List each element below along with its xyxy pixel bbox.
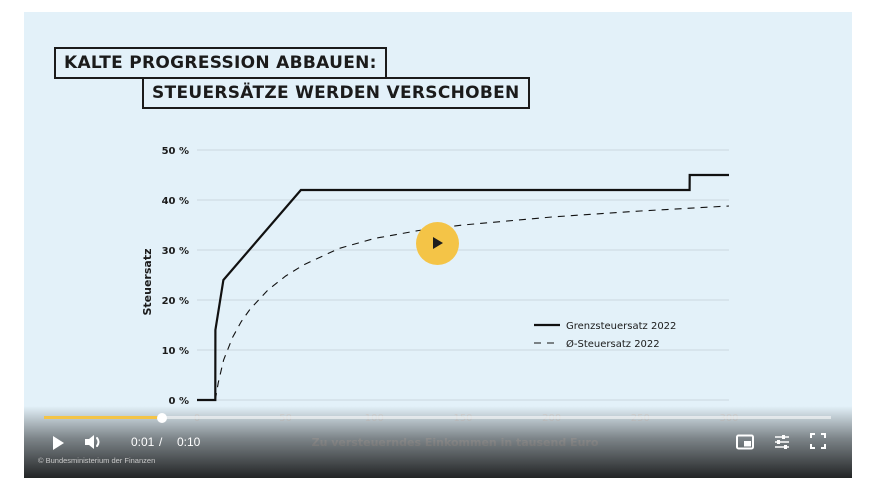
picture-in-picture-icon	[736, 434, 754, 450]
progress-bar[interactable]	[44, 412, 831, 423]
copyright-notice: © Bundesministerium der Finanzen	[38, 456, 156, 465]
legend-label: Grenzsteuersatz 2022	[566, 321, 676, 332]
average-tax-line	[214, 205, 730, 401]
y-tick-label: 30 %	[162, 246, 189, 257]
play-overlay-button[interactable]	[416, 222, 459, 265]
settings-sliders-icon	[775, 435, 789, 449]
chart-grid	[197, 149, 729, 401]
total-time: 0:10	[177, 435, 201, 449]
legend-label: Ø-Steuersatz 2022	[566, 338, 660, 350]
y-axis-label: Steuersatz	[141, 249, 154, 316]
y-tick-label: 10 %	[162, 346, 189, 357]
fullscreen-icon	[810, 433, 826, 449]
current-time: 0:01	[131, 435, 155, 449]
volume-icon	[85, 435, 100, 449]
video-player[interactable]: 0 %10 %20 %30 %40 %50 % 0501001502002503…	[24, 12, 852, 478]
y-tick-label: 50 %	[162, 146, 189, 157]
play-button[interactable]	[50, 435, 66, 451]
play-overlay-icon	[433, 237, 443, 249]
y-tick-label: 20 %	[162, 296, 189, 307]
volume-button[interactable]	[84, 433, 106, 451]
progress-fill	[44, 416, 163, 419]
y-tick-label: 0 %	[169, 396, 189, 407]
progress-handle[interactable]	[157, 412, 168, 423]
chart-series	[197, 173, 730, 402]
marginal-tax-line	[197, 173, 729, 402]
x-axis-label: Zu versteuerndes Einkommen in tausend Eu…	[312, 436, 599, 449]
y-tick-labels: 0 % 10 % 20 % 30 % 40 % 50 %	[162, 146, 189, 407]
fullscreen-button[interactable]	[810, 433, 826, 449]
y-tick-label: 40 %	[162, 196, 189, 207]
video-title-line-2: STEUERSÄTZE WERDEN VERSCHOBEN	[142, 77, 530, 109]
chart-legend: Grenzsteuersatz 2022 Ø-Steuersatz 2022	[534, 321, 676, 350]
time-separator: /	[159, 435, 163, 449]
video-title-line-1: KALTE PROGRESSION ABBAUEN:	[54, 47, 387, 79]
play-icon	[53, 436, 64, 450]
settings-button[interactable]	[773, 433, 791, 451]
picture-in-picture-button[interactable]	[736, 434, 754, 450]
